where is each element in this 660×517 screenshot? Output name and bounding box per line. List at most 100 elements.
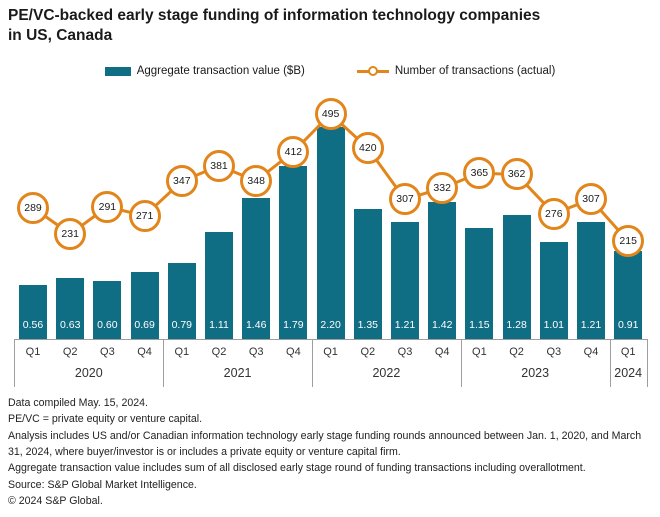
bar-q4-2022 xyxy=(428,201,457,339)
axis-quarter-label: Q1 xyxy=(323,346,338,358)
axis-group-divider xyxy=(646,339,648,387)
line-series-swatch-icon xyxy=(356,64,389,78)
bar-q3-2023 xyxy=(539,241,568,339)
transactions-marker: 276 xyxy=(537,197,570,230)
bar-q4-2023 xyxy=(577,222,605,339)
axis-group-divider xyxy=(312,339,313,387)
axis-year-label: 2022 xyxy=(372,366,401,380)
chart-title: PE/VC-backed early stage funding of info… xyxy=(8,6,638,46)
transactions-marker: 215 xyxy=(612,225,645,258)
axis-quarter-label: Q1 xyxy=(174,346,190,358)
line-swatch-marker xyxy=(367,66,378,76)
transactions-marker: 289 xyxy=(17,191,49,224)
legend-item-line: Number of transactions (actual) xyxy=(356,64,556,78)
bar-value-label: 1.21 xyxy=(580,319,602,331)
axis-quarter-label: Q3 xyxy=(397,346,413,358)
legend-bar-label: Aggregate transaction value ($B) xyxy=(136,65,305,77)
bar-q3-2022 xyxy=(391,222,419,339)
bar-q2-2022 xyxy=(353,208,382,339)
axis-quarter-label: Q2 xyxy=(62,346,78,358)
transactions-marker: 420 xyxy=(351,132,384,165)
axis-year-label: 2024 xyxy=(614,366,643,380)
footnotes: Data compiled May. 15, 2024. PE/VC = pri… xyxy=(8,395,656,509)
bar-value-label: 2.20 xyxy=(320,319,341,331)
axis-group-divider xyxy=(609,339,611,387)
bar-q4-2020 xyxy=(130,272,159,339)
transactions-marker: 307 xyxy=(575,183,607,216)
axis-quarter-label: Q1 xyxy=(472,346,487,358)
footnote-analysis: Analysis includes US and/or Canadian inf… xyxy=(8,429,642,459)
footnote-abbrev: PE/VC = private equity or venture capita… xyxy=(8,413,203,426)
axis-group-divider xyxy=(14,339,16,387)
bar-q1-2023 xyxy=(465,228,494,339)
transactions-marker: 307 xyxy=(389,183,421,216)
transactions-marker: 381 xyxy=(203,149,235,182)
transactions-polyline xyxy=(32,111,630,243)
transactions-marker: 495 xyxy=(314,98,347,131)
bar-value-label: 0.69 xyxy=(134,319,155,331)
axis-quarter-label: Q2 xyxy=(509,346,524,358)
bar-q3-2021 xyxy=(242,198,271,339)
bar-q1-2024 xyxy=(614,251,643,339)
bar-value-label: 1.15 xyxy=(469,319,490,331)
bar-q2-2021 xyxy=(205,231,233,339)
transactions-marker: 271 xyxy=(128,199,161,232)
bar-value-label: 1.01 xyxy=(543,319,565,331)
transactions-marker: 332 xyxy=(426,172,459,205)
legend: Aggregate transaction value ($B) Number … xyxy=(0,64,660,78)
footnote-source: Source: S&P Global Market Intelligence. xyxy=(8,478,197,491)
transactions-marker: 365 xyxy=(463,157,496,190)
x-axis-baseline xyxy=(14,339,647,340)
bar-value-label: 1.79 xyxy=(283,319,304,331)
bar-q2-2020 xyxy=(56,278,85,339)
transactions-marker: 291 xyxy=(91,190,124,223)
axis-quarter-label: Q1 xyxy=(25,346,41,358)
axis-quarter-label: Q4 xyxy=(583,346,599,358)
bar-value-label: 0.91 xyxy=(617,319,639,331)
axis-group-divider xyxy=(460,339,462,387)
legend-line-label: Number of transactions (actual) xyxy=(394,65,556,77)
axis-quarter-label: Q2 xyxy=(211,346,227,358)
bar-value-label: 1.28 xyxy=(506,319,527,331)
axis-quarter-label: Q4 xyxy=(434,346,450,358)
bar-series-swatch-icon xyxy=(104,66,131,76)
legend-item-bars: Aggregate transaction value ($B) xyxy=(104,65,305,77)
footnote-compiled: Data compiled May. 15, 2024. xyxy=(8,397,148,409)
bar-value-label: 1.21 xyxy=(394,319,416,331)
footnote-copyright: © 2024 S&P Global. xyxy=(8,495,103,508)
axis-quarter-label: Q4 xyxy=(286,346,301,358)
bar-value-label: 1.46 xyxy=(245,319,267,331)
axis-quarter-label: Q1 xyxy=(620,346,636,358)
transactions-marker: 362 xyxy=(500,158,533,191)
transactions-marker: 231 xyxy=(54,218,87,250)
bar-value-label: 1.42 xyxy=(431,319,453,331)
transactions-marker: 347 xyxy=(165,165,198,198)
bar-value-label: 0.60 xyxy=(97,319,118,331)
axis-year-label: 2021 xyxy=(223,366,252,380)
bar-q1-2020 xyxy=(19,284,47,339)
axis-quarter-label: Q4 xyxy=(137,346,152,358)
chart-title-line2: in US, Canada xyxy=(8,27,113,44)
bar-q1-2022 xyxy=(316,126,345,339)
axis-group-divider xyxy=(163,339,165,387)
axis-quarter-label: Q3 xyxy=(248,346,264,358)
bar-value-label: 0.63 xyxy=(59,319,81,331)
bar-q4-2021 xyxy=(279,166,308,339)
transactions-marker: 412 xyxy=(277,135,310,168)
axis-quarter-label: Q3 xyxy=(546,346,562,358)
bar-value-label: 1.11 xyxy=(209,319,229,331)
chart-area: 0.56 0.63 0.60 0.69 0.79 1.11 1.46 1.79 2.20 1.35… xyxy=(0,90,660,392)
bar-value-label: 1.35 xyxy=(357,319,379,331)
transactions-marker: 348 xyxy=(240,164,273,197)
bar-value-label: 0.79 xyxy=(171,319,193,331)
axis-quarter-label: Q3 xyxy=(100,346,115,358)
bar-value-label: 0.56 xyxy=(22,319,44,331)
axis-year-label: 2023 xyxy=(521,366,550,380)
axis-year-label: 2020 xyxy=(74,366,103,380)
bar-q2-2023 xyxy=(502,215,531,339)
bar-q1-2021 xyxy=(167,262,196,339)
footnote-aggregate: Aggregate transaction value includes sum… xyxy=(8,462,586,475)
axis-quarter-label: Q2 xyxy=(360,346,376,358)
bar-q3-2020 xyxy=(93,281,122,339)
